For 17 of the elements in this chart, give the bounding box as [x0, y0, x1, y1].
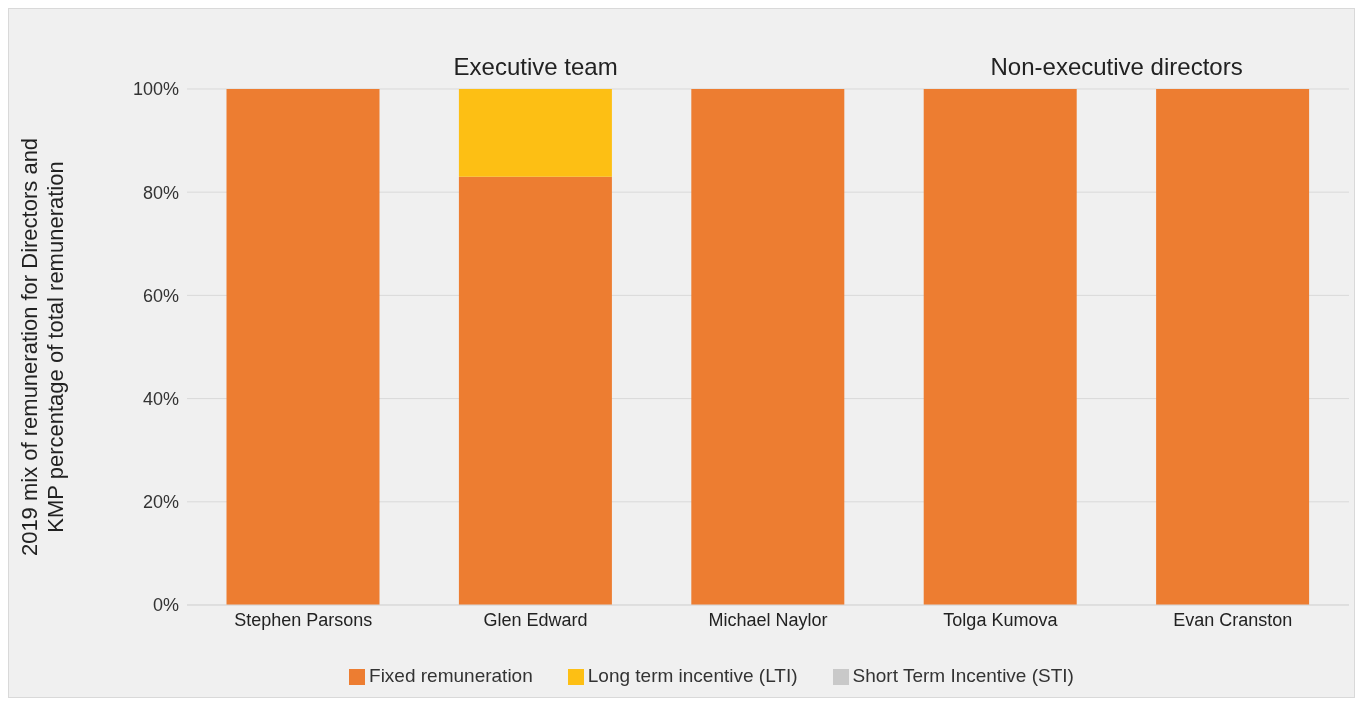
y-tick-label: 100% — [132, 79, 179, 100]
legend-label: Long term incentive (LTI) — [587, 665, 798, 686]
y-tick-label: 0% — [152, 595, 179, 616]
legend-label: Fixed remuneration — [369, 665, 533, 686]
y-axis-title: 2019 mix of remuneration for Directors and KMP percentage of total remuneration — [17, 137, 68, 557]
x-tick-label: Stephen Parsons — [234, 609, 373, 630]
text: Executive team — [452, 53, 619, 81]
x-tick-label: Evan Cranston — [1173, 609, 1293, 630]
text: Non-executive directors — [989, 53, 1244, 81]
y-tick-label: 60% — [142, 285, 179, 306]
y-tick-label: 80% — [142, 182, 179, 203]
x-tick-label: Tolga Kumova — [943, 609, 1059, 630]
x-tick-label: Glen Edward — [483, 609, 588, 630]
y-tick-label: 40% — [142, 388, 179, 409]
legend-label: Short Term Incentive (STI) — [852, 665, 1074, 686]
y-tick-label: 20% — [142, 492, 179, 513]
x-tick-label: Michael Naylor — [708, 609, 828, 630]
